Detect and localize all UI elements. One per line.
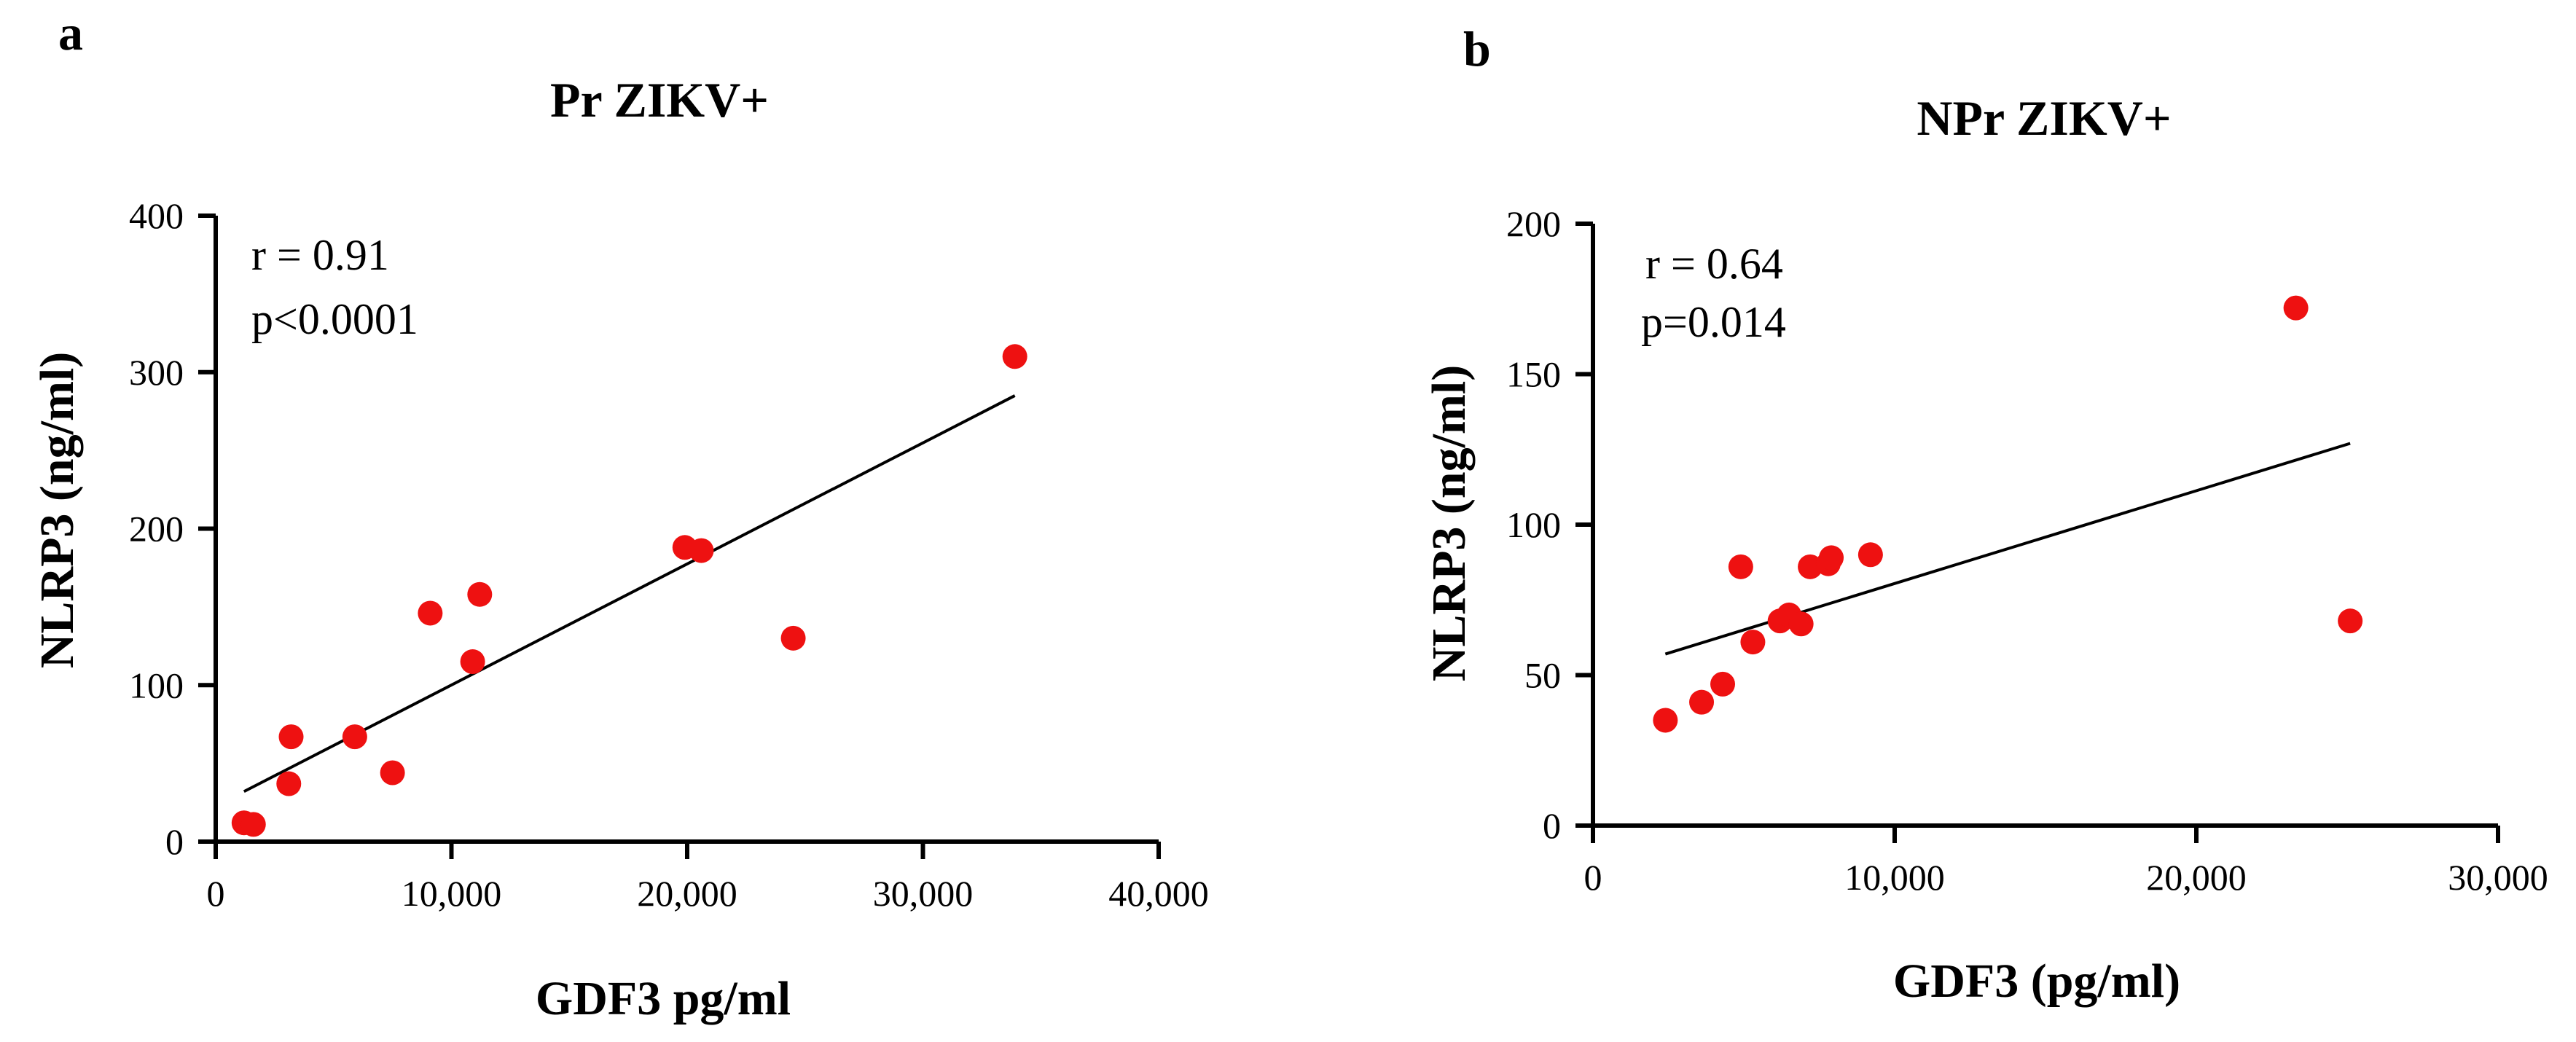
y-axis-label: NLRP3 (ng/ml) [1422, 365, 1476, 681]
y-tick-label: 200 [1506, 203, 1561, 244]
chart-title: Pr ZIKV+ [550, 72, 769, 128]
x-tick-label: 10,000 [1844, 857, 1945, 898]
y-tick-label: 100 [1506, 504, 1561, 545]
data-point [2283, 295, 2309, 321]
data-point [1689, 689, 1715, 715]
data-point [278, 724, 304, 750]
data-point [1819, 545, 1844, 571]
p-value-label: p<0.0001 [251, 295, 418, 343]
correlation-r-label: r = 0.91 [251, 231, 389, 279]
y-tick-label: 400 [129, 195, 184, 236]
data-point [418, 600, 443, 626]
correlation-r-label: r = 0.64 [1645, 240, 1783, 288]
y-tick-label: 0 [165, 821, 184, 862]
x-axis-label: GDF3 (pg/ml) [1893, 955, 2180, 1008]
data-point [342, 724, 367, 750]
y-tick-label: 0 [1543, 805, 1561, 846]
x-tick-label: 30,000 [2448, 857, 2548, 898]
data-point [1653, 708, 1678, 733]
data-point [1710, 671, 1736, 697]
data-point [380, 760, 405, 786]
data-point [2338, 608, 2363, 634]
data-point [1002, 344, 1027, 369]
x-tick-label: 20,000 [637, 873, 737, 914]
data-point [689, 538, 714, 563]
y-tick-label: 150 [1506, 354, 1561, 395]
data-point [1728, 554, 1753, 579]
scatter-chart-npr-zikv: NPr ZIKV+ r = 0.64 p=0.014 GDF3 (pg/ml) … [1422, 90, 2548, 1008]
data-point [467, 581, 493, 607]
data-point [460, 649, 485, 675]
panel-letter-b: b [1463, 21, 1491, 77]
data-point [1788, 611, 1814, 637]
x-tick-label: 20,000 [2146, 857, 2247, 898]
panel-letter-a: a [58, 5, 83, 60]
data-point [240, 812, 266, 837]
x-tick-label: 10,000 [402, 873, 502, 914]
data-point [780, 625, 806, 651]
x-tick-label: 0 [1584, 857, 1602, 898]
y-axis-label: NLRP3 (ng/ml) [31, 352, 84, 668]
x-tick-label: 40,000 [1108, 873, 1209, 914]
scatter-chart-pr-zikv: Pr ZIKV+ r = 0.91 p<0.0001 GDF3 pg/ml NL… [31, 72, 1209, 1025]
y-tick-label: 50 [1524, 655, 1561, 696]
data-point [1740, 630, 1766, 655]
data-point [1857, 542, 1883, 568]
y-tick-label: 100 [129, 665, 184, 705]
x-tick-label: 30,000 [873, 873, 974, 914]
data-point [276, 771, 302, 796]
regression-line [243, 394, 1016, 794]
p-value-label: p=0.014 [1641, 298, 1786, 346]
y-tick-label: 300 [129, 352, 184, 393]
x-tick-label: 0 [207, 873, 225, 914]
x-axis-label: GDF3 pg/ml [536, 972, 791, 1025]
chart-title: NPr ZIKV+ [1917, 90, 2171, 146]
y-tick-label: 200 [129, 509, 184, 549]
